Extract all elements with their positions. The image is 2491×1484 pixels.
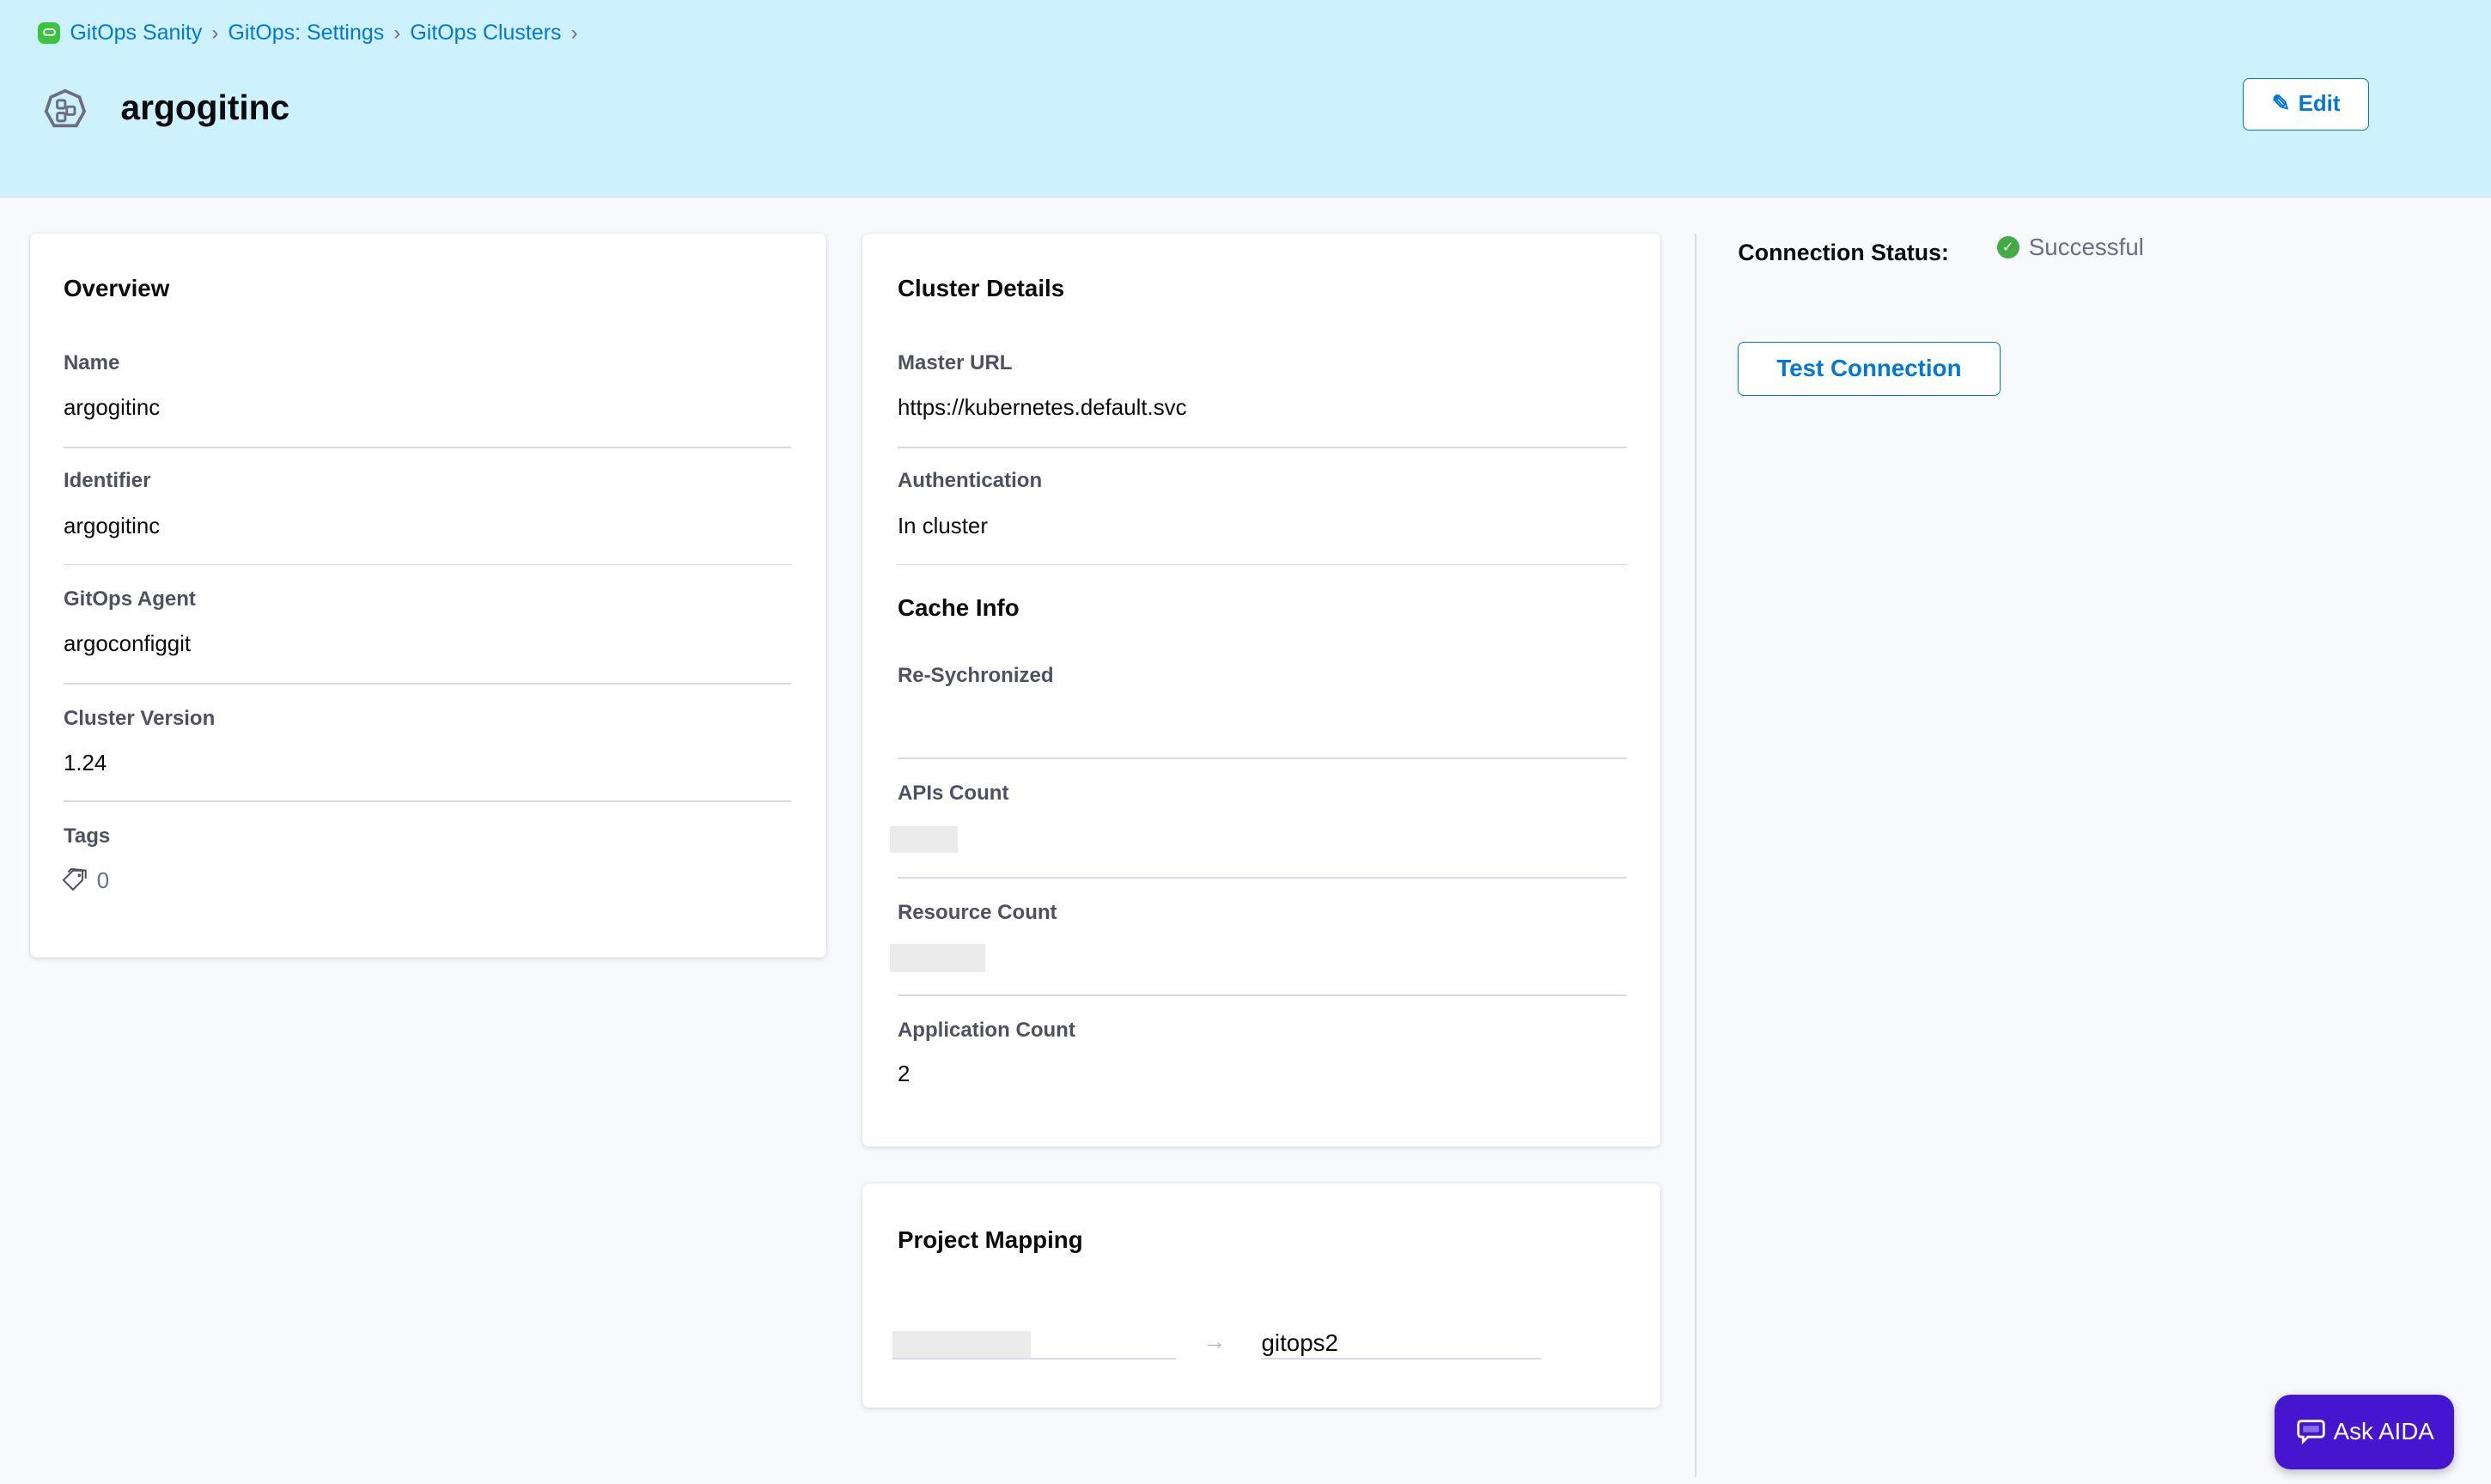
cluster-version-value: 1.24	[63, 751, 107, 775]
cluster-version-label: Cluster Version	[63, 707, 216, 731]
arrow-right-icon: →	[1203, 1328, 1227, 1355]
apis-count-skeleton	[889, 825, 959, 854]
divider	[897, 757, 1627, 760]
edit-button[interactable]: ✎ Edit	[2243, 77, 2369, 131]
target-project-field[interactable]	[1261, 1358, 1541, 1360]
gitops-agent-value: argoconfiggit	[63, 632, 192, 657]
authentication-value: In cluster	[897, 514, 988, 539]
application-count-label: Application Count	[897, 1018, 1075, 1042]
divider	[63, 800, 792, 802]
ask-aida-button[interactable]: Ask AIDA	[2275, 1394, 2455, 1469]
source-project-field[interactable]	[892, 1358, 1176, 1360]
resource-count-label: Resource Count	[897, 900, 1057, 924]
breadcrumb: GitOps Sanity › GitOps: Settings › GitOp…	[38, 21, 587, 46]
cluster-details-title: Cluster Details	[897, 274, 1065, 301]
cluster-details-card: Cluster Details Master URL https://kuber…	[862, 233, 1660, 1147]
tags-count: 0	[96, 868, 110, 893]
chevron-right-icon: ›	[211, 21, 219, 45]
name-label: Name	[63, 350, 120, 374]
source-project-skeleton	[892, 1330, 1032, 1359]
breadcrumb-gitops-clusters[interactable]: GitOps Clusters	[410, 21, 562, 46]
overview-title: Overview	[63, 274, 170, 301]
connection-status-value: Successful	[2028, 233, 2144, 260]
ask-aida-label: Ask AIDA	[2333, 1418, 2434, 1445]
application-count-value: 2	[897, 1062, 911, 1087]
edit-label: Edit	[2298, 91, 2341, 116]
identifier-value: argogitinc	[63, 514, 161, 539]
tags-label: Tags	[63, 824, 111, 848]
resource-count-skeleton	[889, 943, 985, 972]
divider	[63, 563, 792, 566]
project-mapping-title: Project Mapping	[897, 1226, 1083, 1253]
name-value: argogitinc	[63, 395, 161, 420]
divider	[63, 446, 792, 448]
project-mapping-card: Project Mapping → gitops2	[862, 1183, 1660, 1408]
connection-status: ✓ Successful	[1996, 233, 2144, 261]
master-url-value: https://kubernetes.default.svc	[897, 395, 1187, 420]
divider	[897, 563, 1627, 566]
divider	[897, 994, 1627, 996]
divider	[63, 683, 792, 685]
vertical-divider	[1695, 233, 1697, 1478]
divider	[897, 876, 1627, 879]
master-url-label: Master URL	[897, 350, 1013, 374]
page-title: argogitinc	[120, 87, 290, 127]
divider	[897, 446, 1627, 448]
authentication-label: Authentication	[897, 468, 1043, 492]
cache-info-title: Cache Info	[897, 593, 1020, 621]
breadcrumb-gitops-sanity[interactable]: GitOps Sanity	[70, 21, 203, 46]
chevron-right-icon: ›	[393, 21, 401, 45]
cluster-icon	[44, 88, 87, 127]
apis-count-label: APIs Count	[897, 781, 1009, 805]
connection-status-label: Connection Status:	[1738, 240, 1949, 266]
target-project-value: gitops2	[1261, 1329, 1338, 1357]
resync-label: Re-Sychronized	[897, 664, 1054, 688]
pencil-icon: ✎	[2271, 92, 2291, 117]
check-circle-icon: ✓	[1996, 235, 2019, 258]
breadcrumb-gitops-settings[interactable]: GitOps: Settings	[228, 21, 385, 46]
chat-bubble-icon	[2297, 1419, 2325, 1444]
page-header	[0, 0, 2491, 198]
identifier-label: Identifier	[63, 468, 151, 492]
gitops-logo-icon	[38, 21, 61, 45]
tag-icon	[62, 867, 87, 891]
chevron-right-icon: ›	[570, 21, 578, 45]
overview-card: Overview Name argogitinc Identifier argo…	[30, 233, 826, 958]
test-connection-button[interactable]: Test Connection	[1738, 341, 2001, 396]
gitops-agent-label: GitOps Agent	[63, 587, 196, 611]
